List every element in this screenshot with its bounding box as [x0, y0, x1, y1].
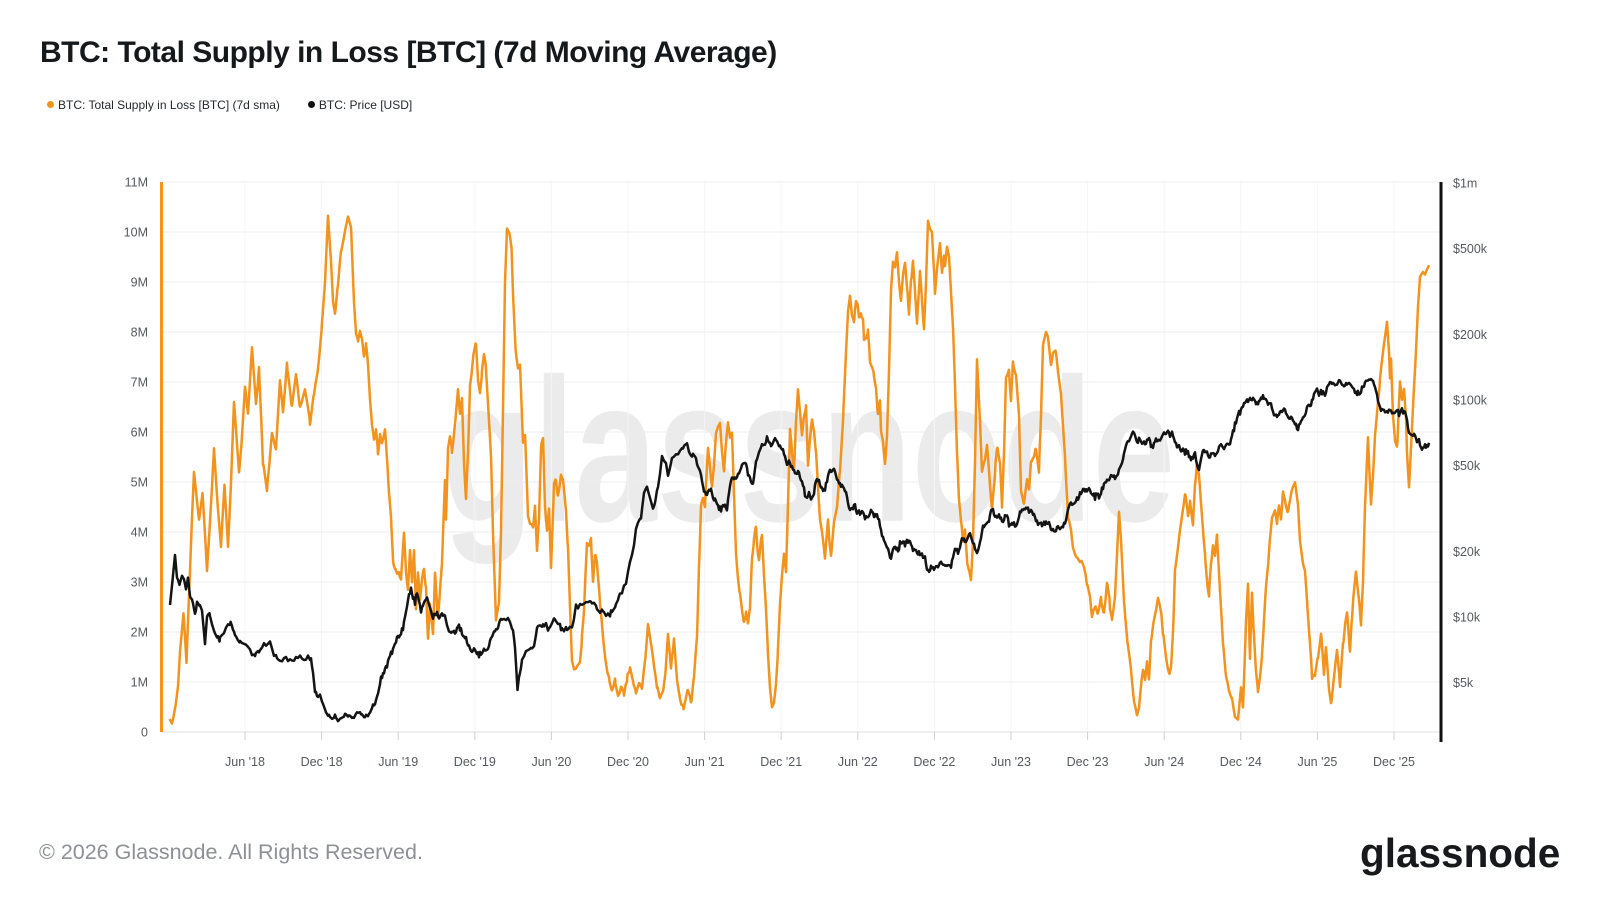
svg-text:$20k: $20k: [1453, 545, 1481, 559]
svg-text:Jun '23: Jun '23: [991, 755, 1031, 769]
svg-text:$100k: $100k: [1453, 394, 1488, 408]
svg-text:9M: 9M: [131, 276, 148, 290]
svg-text:Jun '20: Jun '20: [531, 755, 571, 769]
svg-text:2M: 2M: [131, 626, 148, 640]
svg-text:$200k: $200k: [1453, 328, 1488, 342]
svg-text:Dec '23: Dec '23: [1067, 755, 1109, 769]
svg-text:11M: 11M: [125, 176, 148, 190]
svg-text:Jun '22: Jun '22: [838, 755, 878, 769]
svg-text:Dec '18: Dec '18: [301, 755, 343, 769]
svg-text:Jun '24: Jun '24: [1144, 755, 1184, 769]
svg-text:Jun '25: Jun '25: [1297, 755, 1337, 769]
svg-text:Jun '18: Jun '18: [225, 755, 265, 769]
svg-text:3M: 3M: [131, 576, 148, 590]
svg-text:$10k: $10k: [1453, 611, 1481, 625]
svg-text:1M: 1M: [131, 676, 148, 690]
svg-text:8M: 8M: [131, 326, 148, 340]
svg-text:Jun '21: Jun '21: [685, 755, 725, 769]
svg-text:5M: 5M: [131, 476, 148, 490]
svg-text:Dec '19: Dec '19: [454, 755, 496, 769]
svg-text:Jun '19: Jun '19: [378, 755, 418, 769]
svg-text:$1m: $1m: [1453, 177, 1477, 191]
svg-text:4M: 4M: [131, 526, 148, 540]
svg-text:Dec '21: Dec '21: [760, 755, 802, 769]
svg-text:Dec '25: Dec '25: [1373, 755, 1415, 769]
svg-text:6M: 6M: [131, 426, 148, 440]
svg-text:0: 0: [141, 726, 148, 740]
svg-text:7M: 7M: [131, 376, 148, 390]
svg-text:$5k: $5k: [1453, 676, 1474, 690]
svg-text:$500k: $500k: [1453, 242, 1488, 256]
svg-text:Dec '20: Dec '20: [607, 755, 649, 769]
svg-text:Dec '24: Dec '24: [1220, 755, 1262, 769]
svg-text:10M: 10M: [124, 226, 148, 240]
svg-text:Dec '22: Dec '22: [913, 755, 955, 769]
svg-text:$50k: $50k: [1453, 459, 1481, 473]
